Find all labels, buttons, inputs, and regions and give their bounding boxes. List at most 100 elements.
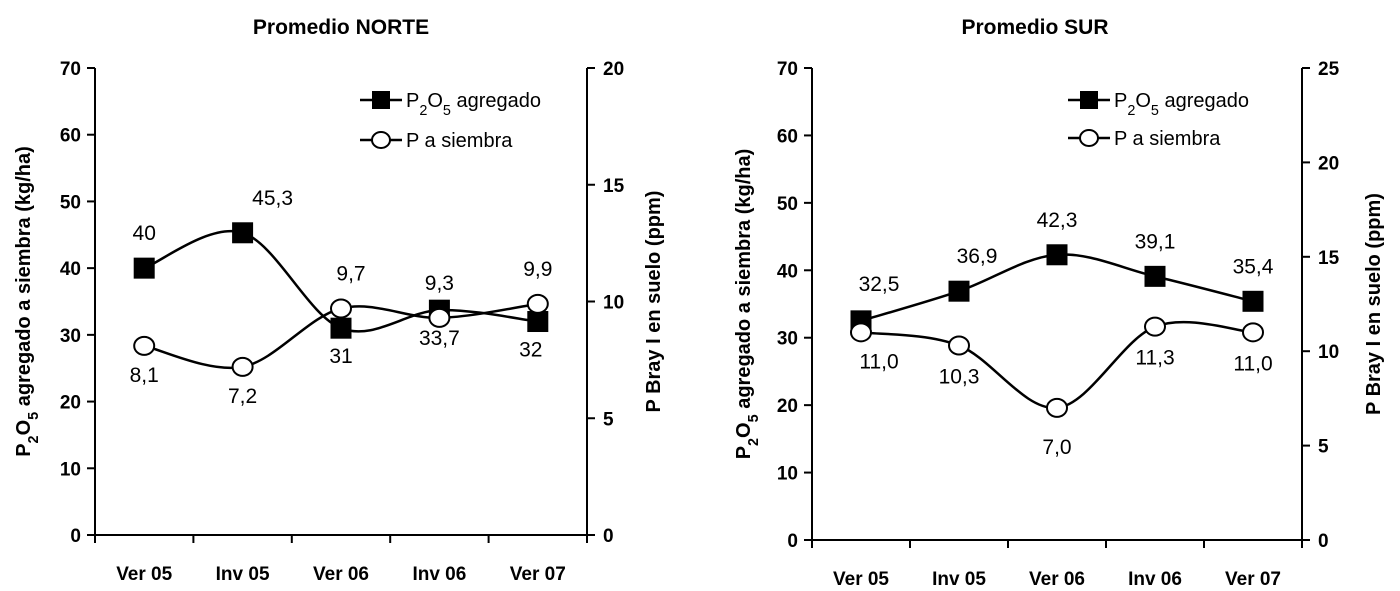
x-tick-label: Ver 07 xyxy=(510,564,566,585)
series-p-siembra-data-label: 9,9 xyxy=(523,258,552,281)
y-left-tick-label: 0 xyxy=(70,526,81,547)
series-p-siembra-point xyxy=(948,335,970,356)
series-p2o5-point xyxy=(948,280,970,302)
series-p-siembra-data-label: 7,0 xyxy=(1042,436,1071,459)
y-left-tick-label: 40 xyxy=(777,261,798,282)
y-right-tick-label: 5 xyxy=(603,409,614,430)
x-tick-label: Inv 05 xyxy=(932,569,986,590)
y-left-tick-label: 40 xyxy=(60,259,81,280)
legend-label: P2O5 agregado xyxy=(406,90,541,119)
series-p-siembra-point xyxy=(1242,322,1264,343)
legend-label: P2O5 agregado xyxy=(1114,90,1249,119)
label-part-base: P xyxy=(13,443,35,456)
y-left-tick-label: 10 xyxy=(777,464,798,485)
y-axis-left-title: P2O5 agregado a siembra (kg/ha) xyxy=(13,146,42,457)
label-part-mid: O xyxy=(1135,90,1151,112)
series-p2o5-data-label: 32 xyxy=(519,339,542,362)
label-part-mid: O xyxy=(733,422,755,438)
y-right-tick-label: 0 xyxy=(603,526,614,547)
legend-label: P a siembra xyxy=(406,130,513,152)
label-part-rest: agregado a siembra (kg/ha) xyxy=(13,146,35,412)
series-p2o5-point xyxy=(1046,244,1068,266)
label-part-sub2: 5 xyxy=(443,103,451,119)
y-axis-left-title: P2O5 agregado a siembra (kg/ha) xyxy=(733,149,762,460)
chart-title: Promedio SUR xyxy=(961,16,1108,39)
y-right-tick-label: 25 xyxy=(1318,59,1340,80)
y-right-tick-label: 10 xyxy=(1318,342,1339,363)
chart-panel-1: Promedio NORTE 0 10 20 30 40 50 60 70 0 5 10 15 20 Ver… xyxy=(13,16,665,585)
legend-square-marker xyxy=(1080,91,1098,109)
label-part-base: P xyxy=(1114,90,1127,112)
series-p2o5-point xyxy=(1242,290,1264,312)
x-tick-label: Ver 07 xyxy=(1225,569,1281,590)
series-p-siembra-point xyxy=(428,307,451,328)
label-part-rest: agregado xyxy=(1159,90,1249,112)
y-axis-right-title: P Bray I en suelo (ppm) xyxy=(643,191,665,413)
series-p-siembra-point xyxy=(850,322,872,343)
series-p-siembra-point xyxy=(1046,397,1068,418)
label-part-sub1: 2 xyxy=(26,435,42,443)
y-left-tick-label: 70 xyxy=(777,59,798,80)
y-right-tick-label: 5 xyxy=(1318,437,1329,458)
label-part-sub2: 5 xyxy=(746,414,762,422)
label-part-base: P xyxy=(733,446,755,459)
series-p-siembra-point xyxy=(231,356,254,377)
x-tick-label: Ver 05 xyxy=(116,564,172,585)
y-left-tick-label: 70 xyxy=(60,59,81,80)
series-p-siembra-data-label: 9,7 xyxy=(336,263,365,286)
series-p2o5-data-label: 36,9 xyxy=(957,245,998,268)
label-part-rest: agregado a siembra (kg/ha) xyxy=(733,149,755,415)
label-part-mid: O xyxy=(427,90,443,112)
series-p2o5-point xyxy=(232,222,254,244)
series-p-siembra-data-label: 9,3 xyxy=(425,272,454,295)
legend: P2O5 agregado P a siembra xyxy=(1068,90,1249,150)
y-left-tick-label: 50 xyxy=(60,192,81,213)
y-left-tick-label: 30 xyxy=(777,329,798,350)
series-p-siembra-data-label: 11,0 xyxy=(859,350,898,373)
label-part-sub1: 2 xyxy=(1127,103,1135,119)
y-left-tick-label: 10 xyxy=(60,459,81,480)
series-p-siembra-line xyxy=(860,320,1254,410)
label-part-sub2: 5 xyxy=(1151,103,1159,119)
y-right-tick-label: 0 xyxy=(1318,531,1329,552)
legend-circle-marker xyxy=(371,131,391,149)
y-left-tick-label: 0 xyxy=(787,531,798,552)
y-right-tick-label: 15 xyxy=(603,176,625,197)
y-left-tick-label: 60 xyxy=(777,126,798,147)
y-right-tick-label: 15 xyxy=(1318,248,1340,269)
series-p-siembra-point xyxy=(1144,316,1166,337)
series-p-siembra-data-label: 10,3 xyxy=(939,366,980,389)
legend: P2O5 agregado P a siembra xyxy=(360,90,541,152)
series-p-siembra-point xyxy=(330,298,352,319)
y-left-tick-label: 50 xyxy=(777,194,798,215)
series-p2o5-point xyxy=(527,311,549,333)
y-axis-right-title: P Bray I en suelo (ppm) xyxy=(1363,193,1385,415)
x-tick-label: Inv 06 xyxy=(412,564,466,585)
label-part-sub2: 5 xyxy=(26,412,42,420)
series-p2o5-data-label: 42,3 xyxy=(1037,209,1078,232)
label-part-mid: O xyxy=(13,420,35,436)
label-part-sub1: 2 xyxy=(746,438,762,446)
series-p-siembra-data-label: 7,2 xyxy=(228,385,257,408)
series-p-siembra-data-label: 11,3 xyxy=(1135,347,1174,370)
y-right-tick-label: 10 xyxy=(603,293,624,314)
x-tick-label: Inv 06 xyxy=(1128,569,1182,590)
label-part-base: P a siembra xyxy=(1114,128,1221,150)
legend-square-marker xyxy=(372,91,390,109)
y-right-tick-label: 20 xyxy=(603,59,624,80)
series-p-siembra-point xyxy=(526,293,549,314)
y-left-tick-label: 20 xyxy=(60,393,81,414)
x-tick-label: Ver 06 xyxy=(1029,569,1085,590)
series-p2o5-point xyxy=(330,317,352,339)
series-p2o5-data-label: 45,3 xyxy=(252,187,293,210)
x-tick-label: Ver 05 xyxy=(833,569,889,590)
label-part-rest: agregado xyxy=(451,90,541,112)
y-left-tick-label: 20 xyxy=(777,396,798,417)
y-right-tick-label: 20 xyxy=(1318,153,1339,174)
label-part-base: P xyxy=(406,90,419,112)
x-tick-label: Inv 05 xyxy=(216,564,270,585)
series-p2o5-point xyxy=(133,257,155,279)
series-p2o5-data-label: 31 xyxy=(329,345,352,368)
series-p2o5-data-label: 32,5 xyxy=(859,273,900,296)
